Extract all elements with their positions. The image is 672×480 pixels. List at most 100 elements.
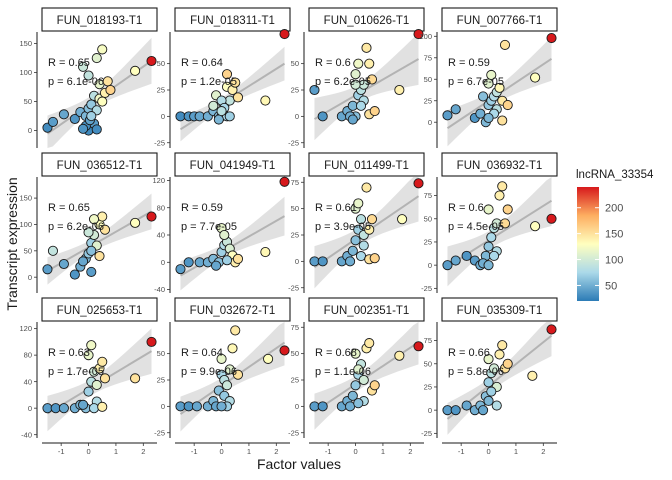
y-tick-label: 75 xyxy=(424,336,432,345)
data-point xyxy=(461,400,472,411)
facet-strip xyxy=(308,297,425,322)
data-point xyxy=(83,70,94,81)
y-tick-label: 25 xyxy=(291,231,299,240)
data-point xyxy=(309,84,320,96)
data-point xyxy=(486,386,497,397)
y-tick-label: 100 xyxy=(19,220,32,229)
y-tick-label: 50 xyxy=(424,75,432,84)
data-point xyxy=(397,214,408,225)
data-point xyxy=(230,325,241,336)
facet-strip xyxy=(174,152,291,177)
y-tick-label: 0 xyxy=(28,404,32,413)
x-tick-label: 0 xyxy=(353,447,357,456)
data-point xyxy=(78,399,89,410)
data-point xyxy=(483,354,494,365)
data-point xyxy=(361,182,372,193)
data-point xyxy=(317,111,328,122)
y-tick-label: 75 xyxy=(424,191,432,200)
r-value: R = 0.63 xyxy=(48,347,90,359)
data-point xyxy=(546,32,557,44)
y-tick-label: -25 xyxy=(154,138,165,147)
p-value: p = 1.1e-06 xyxy=(315,366,371,378)
facet-panel: FUN_010626-T1R = 0.6p = 6.2e-05-2502550-… xyxy=(288,7,425,166)
data-point xyxy=(227,343,238,354)
r-value: R = 0.59 xyxy=(181,202,223,214)
data-point xyxy=(499,218,511,229)
data-point xyxy=(216,106,227,117)
data-point xyxy=(216,353,227,364)
y-tick-label: 150 xyxy=(19,194,32,203)
x-tick-label: 1 xyxy=(381,447,385,456)
facet-panel: FUN_018311-T1 R = 0.64 p = 1.2e-05 -25 0 25 50… xyxy=(154,7,291,166)
color-legend: lncRNA_33354 50 100 150 200 xyxy=(576,169,654,301)
y-tick-label: 40 xyxy=(157,231,165,240)
data-point xyxy=(146,211,157,222)
data-point xyxy=(97,401,108,412)
data-point xyxy=(88,403,100,414)
y-tick-label: 0 xyxy=(161,258,165,267)
data-point xyxy=(216,401,227,412)
facet-title: FUN_010626-T1 xyxy=(324,15,410,27)
data-point xyxy=(47,245,59,256)
y-tick-label: 50 xyxy=(291,349,299,358)
legend-tick-label: 200 xyxy=(605,203,623,215)
facet-panel: FUN_035309-T1 R = 0.66 p = 5.8e-06 -25 0 25 50… xyxy=(421,297,558,456)
facet-strip xyxy=(41,297,158,322)
x-tick-label: -1 xyxy=(458,447,465,456)
r-value: R = 0.65 xyxy=(48,202,90,214)
confidence-band xyxy=(47,193,152,285)
facet-strip xyxy=(441,152,558,177)
data-point xyxy=(350,348,361,359)
data-point xyxy=(279,176,290,187)
x-tick-label: 2 xyxy=(541,447,545,456)
p-value: p = 4.5e-05 xyxy=(448,221,504,233)
legend-colorbar xyxy=(577,187,599,301)
data-point xyxy=(502,358,513,369)
y-tick-label: -25 xyxy=(421,284,432,293)
data-point xyxy=(211,260,222,271)
data-point xyxy=(394,350,405,361)
data-point xyxy=(317,256,328,267)
facet-panels: FUN_018193-T1R = 0.65p = 6.1e-0605010015… xyxy=(19,7,558,456)
data-point xyxy=(483,204,494,215)
facet-panel: FUN_011499-T1 R = 0.61 p = 3.9e-05 -25 0 25 50… xyxy=(288,152,425,311)
data-point xyxy=(78,61,89,72)
data-point xyxy=(83,227,94,238)
data-point xyxy=(527,370,538,381)
data-point xyxy=(58,258,69,270)
y-tick-label: 25 xyxy=(291,376,299,385)
data-point xyxy=(364,224,375,235)
data-point xyxy=(78,123,89,134)
facet-panel: FUN_032672-T1 R = 0.64 p = 9.9e-06 -25 0 25 50… xyxy=(154,297,291,456)
data-point xyxy=(494,349,505,360)
data-point xyxy=(497,115,508,126)
data-point xyxy=(69,113,80,125)
p-value: p = 9.9e-06 xyxy=(181,366,237,378)
data-point xyxy=(350,79,361,90)
data-point xyxy=(497,340,508,351)
data-point xyxy=(191,401,202,412)
data-point xyxy=(530,72,541,83)
facet-strip xyxy=(174,7,291,32)
p-value: p = 6.2e-06 xyxy=(48,221,104,233)
data-point xyxy=(353,364,364,375)
x-tick-label: 2 xyxy=(408,447,412,456)
data-point xyxy=(502,204,513,215)
data-point xyxy=(146,336,157,347)
data-point xyxy=(494,82,505,93)
data-point xyxy=(478,405,489,416)
y-tick-label: 150 xyxy=(19,39,32,48)
facet-title: FUN_025653-T1 xyxy=(57,305,143,317)
data-point xyxy=(366,74,378,85)
r-value: R = 0.6 xyxy=(448,202,484,214)
data-point xyxy=(483,377,494,388)
legend-tick-label: 150 xyxy=(605,229,623,241)
data-point xyxy=(486,69,497,81)
facet-title: FUN_018311-T1 xyxy=(190,15,275,27)
data-point xyxy=(97,356,108,367)
p-value: p = 6.7e-05 xyxy=(448,76,504,88)
facet-title: FUN_018193-T1 xyxy=(57,15,143,27)
facet-strip xyxy=(174,297,291,322)
data-point xyxy=(353,58,364,69)
facet-strip xyxy=(41,7,158,32)
